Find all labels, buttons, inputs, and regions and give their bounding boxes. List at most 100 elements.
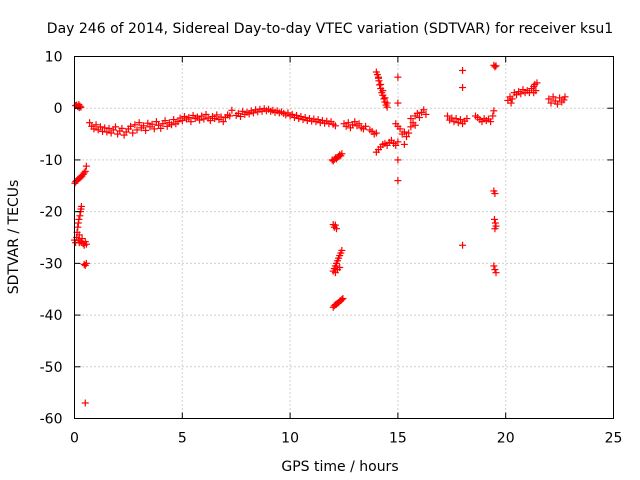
data-point bbox=[82, 240, 90, 248]
data-point bbox=[490, 262, 498, 270]
data-point bbox=[508, 95, 516, 103]
data-point bbox=[170, 116, 178, 124]
data-point bbox=[533, 79, 541, 87]
data-point bbox=[411, 121, 419, 129]
y-tick-label: -50 bbox=[40, 360, 63, 376]
data-point bbox=[377, 80, 385, 88]
data-point bbox=[135, 119, 143, 127]
data-point bbox=[81, 167, 89, 175]
chart-title: Day 246 of 2014, Sidereal Day-to-day VTE… bbox=[47, 21, 613, 37]
data-point bbox=[139, 122, 147, 130]
x-tick-label: 15 bbox=[389, 431, 407, 447]
plot-frame bbox=[74, 56, 614, 419]
data-point bbox=[517, 90, 525, 98]
data-point bbox=[161, 117, 169, 125]
x-tick-label: 5 bbox=[178, 431, 187, 447]
data-point bbox=[219, 118, 227, 126]
x-tick-label: 20 bbox=[497, 431, 515, 447]
data-point bbox=[133, 126, 141, 134]
data-point bbox=[383, 99, 391, 107]
data-point bbox=[168, 121, 176, 129]
data-point bbox=[491, 225, 499, 233]
y-tick-label: -40 bbox=[40, 308, 63, 324]
data-point bbox=[82, 162, 90, 170]
data-point bbox=[545, 95, 553, 103]
data-point bbox=[392, 141, 400, 149]
data-point bbox=[394, 138, 402, 146]
data-point bbox=[332, 225, 340, 233]
data-point bbox=[491, 63, 499, 71]
data-point bbox=[400, 128, 408, 136]
data-point bbox=[394, 73, 402, 81]
data-point bbox=[105, 124, 113, 132]
data-point bbox=[336, 263, 344, 271]
data-point bbox=[129, 129, 137, 137]
data-points bbox=[71, 61, 569, 407]
data-point bbox=[76, 212, 84, 220]
data-point bbox=[142, 126, 150, 134]
x-tick-label: 0 bbox=[70, 431, 79, 447]
data-point bbox=[456, 116, 464, 124]
data-point bbox=[490, 215, 498, 223]
data-point bbox=[213, 111, 221, 119]
data-point bbox=[553, 100, 561, 108]
data-point bbox=[415, 114, 423, 122]
data-point bbox=[75, 231, 83, 239]
data-point bbox=[459, 84, 467, 92]
x-tick-label: 10 bbox=[281, 431, 299, 447]
data-point bbox=[556, 94, 564, 102]
data-point bbox=[206, 117, 214, 125]
data-point bbox=[491, 190, 499, 198]
data-point bbox=[491, 266, 499, 274]
data-point bbox=[338, 296, 346, 304]
data-point bbox=[86, 119, 94, 127]
data-point bbox=[492, 269, 500, 277]
data-point bbox=[407, 123, 415, 131]
data-point bbox=[75, 215, 83, 223]
data-point bbox=[405, 129, 413, 137]
data-point bbox=[490, 107, 498, 115]
data-point bbox=[237, 112, 245, 120]
data-point bbox=[339, 295, 347, 303]
data-point bbox=[211, 115, 219, 123]
data-point bbox=[80, 169, 88, 177]
data-point bbox=[487, 118, 495, 126]
data-point bbox=[152, 118, 160, 126]
data-point bbox=[351, 118, 359, 126]
data-point bbox=[355, 120, 363, 128]
y-tick-label: -30 bbox=[40, 256, 63, 272]
data-point bbox=[372, 129, 380, 137]
data-point bbox=[407, 115, 415, 123]
data-point bbox=[396, 125, 404, 133]
data-point bbox=[90, 125, 98, 133]
data-point bbox=[103, 128, 111, 136]
data-point bbox=[78, 235, 86, 243]
data-point bbox=[492, 62, 500, 70]
data-point bbox=[420, 106, 428, 114]
data-point bbox=[174, 118, 182, 126]
y-tick-label: 0 bbox=[54, 101, 63, 117]
data-point bbox=[202, 110, 210, 118]
data-point bbox=[157, 124, 165, 132]
data-point bbox=[374, 74, 382, 82]
data-point bbox=[74, 223, 82, 231]
data-point bbox=[118, 124, 126, 132]
data-point bbox=[459, 66, 467, 74]
data-point bbox=[560, 96, 568, 104]
data-point bbox=[196, 116, 204, 124]
y-tick-label: -60 bbox=[40, 412, 63, 428]
data-point bbox=[338, 246, 346, 254]
data-point bbox=[131, 121, 139, 129]
data-point bbox=[82, 259, 90, 267]
data-point bbox=[530, 89, 538, 97]
data-point bbox=[163, 122, 171, 130]
y-axis-label: SDTVAR / TECUs bbox=[6, 180, 22, 295]
data-point bbox=[394, 99, 402, 107]
data-point bbox=[489, 112, 497, 120]
data-point bbox=[111, 123, 119, 131]
axis-ticks: 0 5 10 15 20 25 -60 -50 -40 -30 -20 -10 0 10 bbox=[40, 50, 623, 447]
data-point bbox=[381, 94, 389, 102]
data-point bbox=[379, 87, 387, 95]
data-point bbox=[77, 202, 85, 210]
